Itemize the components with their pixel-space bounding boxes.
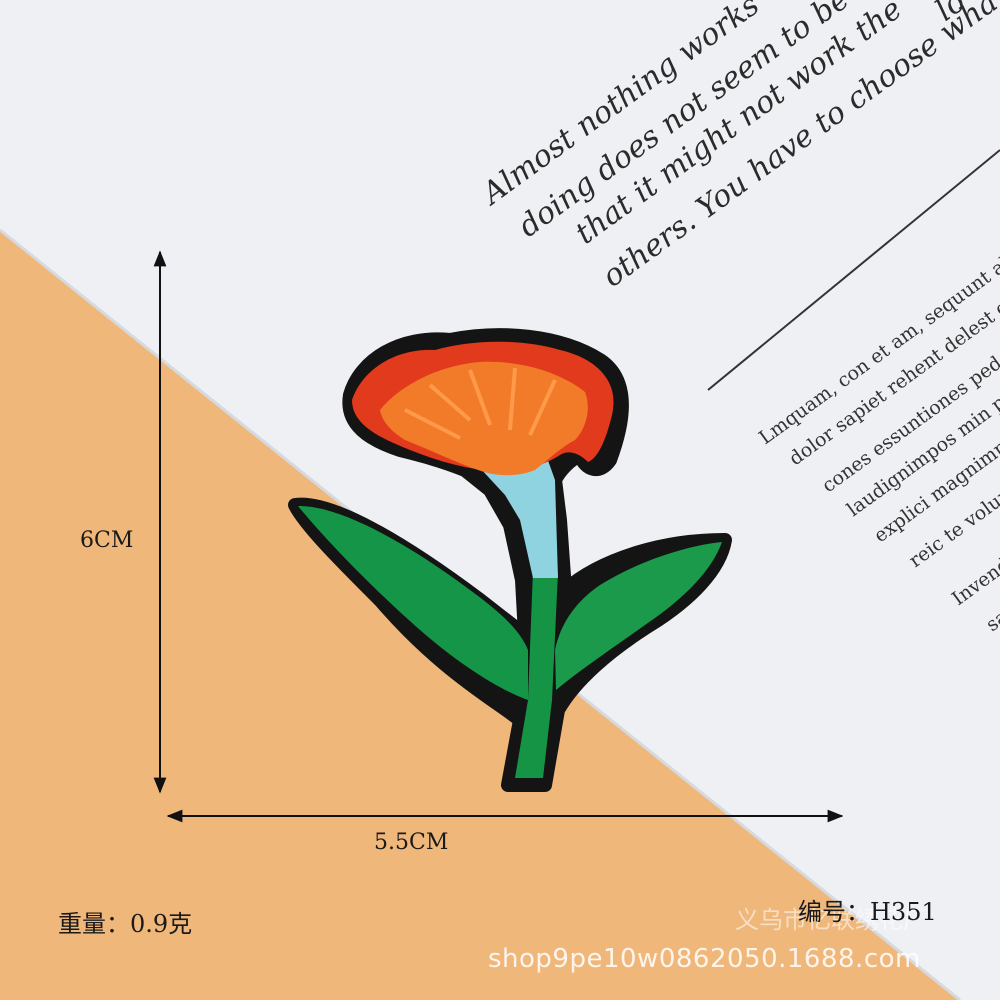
- green-stem: [515, 570, 558, 778]
- paper-rule: [707, 149, 1000, 391]
- shop-name-watermark: 义乌市亿联绣花厂: [735, 906, 927, 934]
- height-measurement: 6CM: [80, 528, 134, 553]
- shop-url-watermark: shop9pe10w0862050.1688.com: [488, 944, 921, 974]
- width-measurement: 5.5CM: [374, 830, 449, 855]
- weight-label: 重量：0.9克: [58, 910, 193, 938]
- flower-patch: [288, 328, 732, 792]
- petal-stitches: [404, 367, 557, 440]
- left-leaf: [298, 505, 528, 700]
- blue-calyx: [480, 452, 558, 578]
- orange-petals: [380, 361, 588, 476]
- right-leaf: [555, 542, 722, 690]
- product-code: 编号：H351: [798, 898, 937, 926]
